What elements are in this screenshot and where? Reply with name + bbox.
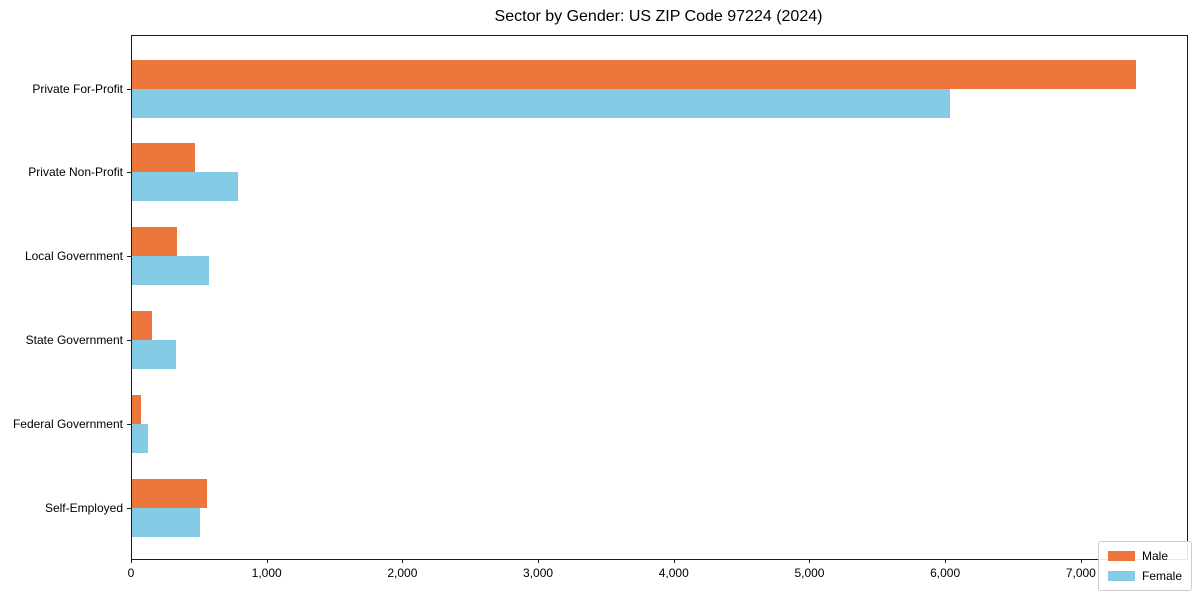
bar-male-federal-government [132, 395, 141, 425]
legend-label-female: Female [1141, 569, 1182, 583]
legend-item-female: Female [1107, 569, 1182, 583]
x-tick-label: 6,000 [930, 566, 961, 580]
y-tick-label-private-for-profit: Private For-Profit [32, 81, 123, 96]
y-tick-label-state-government: State Government [25, 333, 123, 348]
bar-male-local-government [132, 227, 177, 257]
legend-label-male: Male [1141, 549, 1168, 563]
x-tick-mark [538, 559, 540, 563]
x-tick-label: 1,000 [251, 566, 282, 580]
x-tick-label: 3,000 [523, 566, 554, 580]
bar-female-private-for-profit [132, 88, 951, 118]
x-tick-label: 0 [127, 566, 135, 580]
x-tick-label: 5,000 [794, 566, 825, 580]
y-tick-label-private-non-profit: Private Non-Profit [28, 165, 123, 180]
x-tick-mark [131, 559, 132, 563]
y-tick-mark [127, 256, 131, 258]
x-tick-mark [402, 559, 404, 563]
plot-area [131, 35, 1188, 560]
chart-title: Sector by Gender: US ZIP Code 97224 (202… [494, 8, 823, 25]
legend-item-male: Male [1107, 549, 1182, 563]
y-tick-label-local-government: Local Government [24, 249, 123, 264]
y-tick-mark [127, 424, 131, 426]
bar-female-local-government [132, 256, 209, 286]
bar-male-private-non-profit [132, 143, 196, 173]
bar-male-private-for-profit [132, 59, 1137, 89]
x-tick-mark [809, 559, 811, 563]
x-tick-mark [1080, 559, 1082, 563]
bar-male-self-employed [132, 479, 208, 508]
y-tick-mark [127, 88, 131, 90]
bar-female-state-government [132, 340, 177, 370]
legend-swatch-female-icon [1107, 571, 1135, 581]
legend-swatch-male-icon [1107, 551, 1135, 561]
bar-male-state-government [132, 311, 152, 341]
y-tick-mark [127, 508, 131, 509]
y-tick-label-federal-government: Federal Government [12, 417, 123, 432]
x-tick-mark [266, 559, 268, 563]
y-tick-label-self-employed: Self-Employed [44, 501, 123, 515]
legend: Male Female [1097, 541, 1192, 591]
y-tick-mark [127, 172, 131, 174]
x-tick-mark [673, 559, 675, 563]
bar-female-private-non-profit [132, 172, 238, 202]
x-tick-mark [945, 559, 947, 563]
x-tick-label: 7,000 [1065, 566, 1096, 580]
x-tick-label: 2,000 [387, 566, 418, 580]
bar-female-federal-government [132, 424, 148, 454]
bar-female-self-employed [132, 508, 200, 537]
x-tick-label: 4,000 [658, 566, 689, 580]
y-tick-mark [127, 340, 131, 342]
